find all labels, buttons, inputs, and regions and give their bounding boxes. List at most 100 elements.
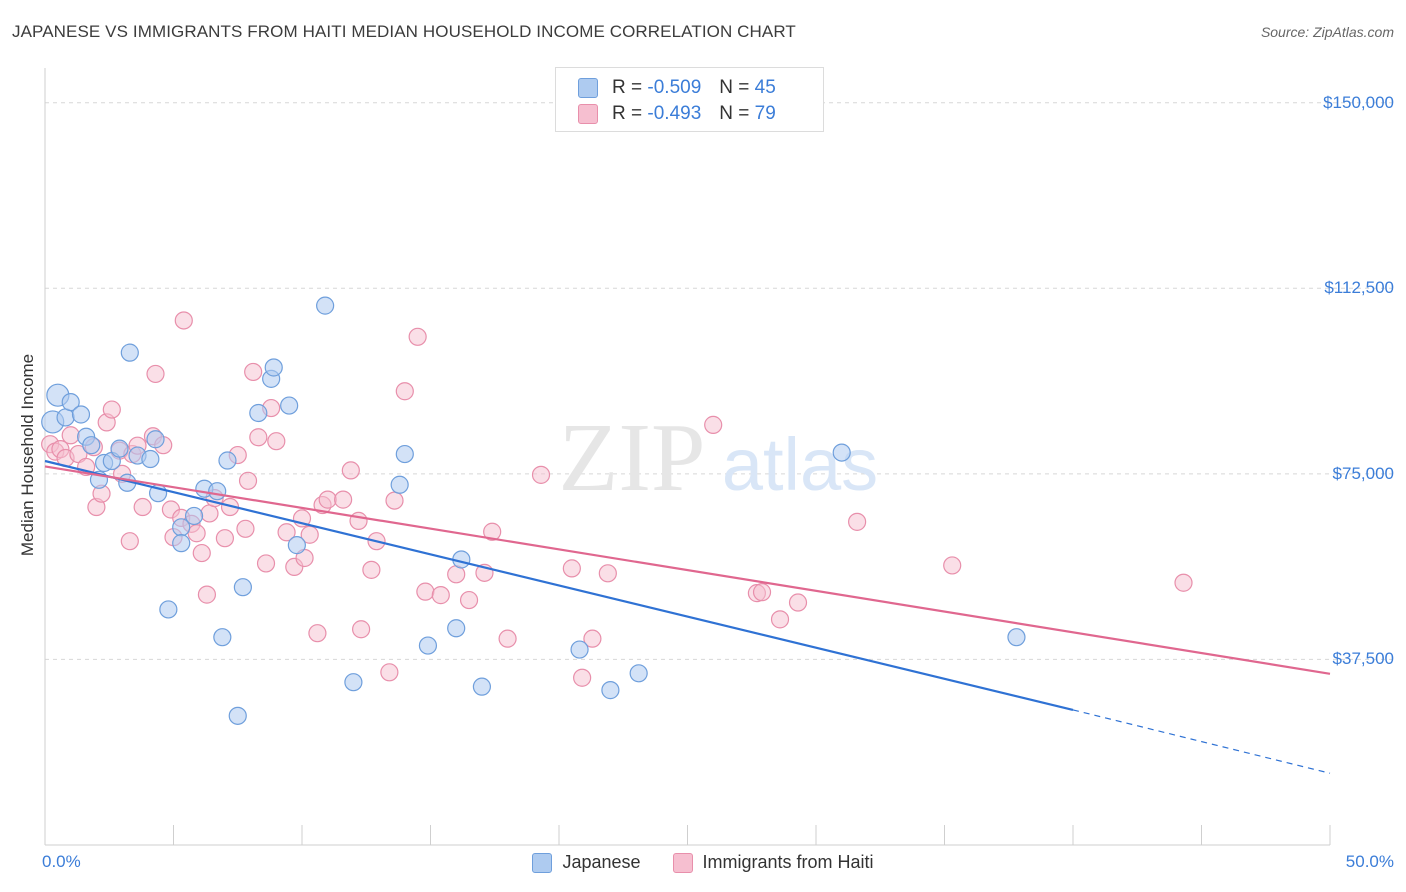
watermark-atlas: atlas <box>722 423 878 506</box>
point-haiti <box>174 311 193 330</box>
point-japanese <box>344 673 363 692</box>
point-haiti <box>61 426 80 445</box>
legend-r-label: R = <box>612 77 643 98</box>
point-haiti <box>267 432 286 451</box>
y-tick-label: $37,500 <box>1332 649 1394 669</box>
point-japanese <box>146 430 165 449</box>
point-haiti <box>102 400 121 419</box>
x-tick-min: 0.0% <box>42 852 81 871</box>
correlation-legend: R = -0.509 N = 45 R = -0.493 N = 79 <box>555 67 824 132</box>
legend-swatch-japanese <box>578 78 598 98</box>
point-japanese <box>184 506 204 526</box>
point-haiti <box>704 415 723 434</box>
point-japanese <box>71 405 91 424</box>
legend-swatch-haiti <box>578 104 598 124</box>
chart-title: JAPANESE VS IMMIGRANTS FROM HAITI MEDIAN… <box>12 22 796 41</box>
point-japanese <box>629 664 648 683</box>
legend-n-value: 45 <box>754 77 776 98</box>
point-haiti <box>385 491 404 510</box>
point-haiti <box>598 564 617 583</box>
point-haiti <box>562 559 581 578</box>
point-haiti <box>788 593 808 612</box>
series-legend: Japanese Immigrants from Haiti <box>0 852 1406 873</box>
trend-line-japanese-extension <box>1072 709 1331 774</box>
point-japanese <box>472 677 491 696</box>
legend-swatch-japanese <box>532 852 553 873</box>
point-haiti <box>352 620 371 639</box>
legend-item-japanese[interactable]: Japanese <box>532 852 641 873</box>
legend-item-haiti[interactable]: Immigrants from Haiti <box>672 852 874 873</box>
legend-n-value: 79 <box>754 103 776 124</box>
point-haiti <box>943 556 962 575</box>
point-japanese <box>390 475 409 494</box>
point-haiti <box>752 583 772 602</box>
point-haiti <box>318 490 337 509</box>
point-haiti <box>187 524 206 543</box>
point-haiti <box>362 560 381 579</box>
point-haiti <box>498 629 517 648</box>
y-tick-label: $112,500 <box>1324 278 1394 298</box>
point-haiti <box>238 471 258 490</box>
point-japanese <box>110 439 129 458</box>
point-haiti <box>395 382 414 401</box>
axes <box>44 68 1331 846</box>
point-japanese <box>1007 628 1026 647</box>
point-haiti <box>133 497 152 517</box>
point-haiti <box>531 465 551 484</box>
point-japanese <box>447 619 466 638</box>
point-haiti <box>408 327 427 346</box>
point-japanese <box>213 628 232 647</box>
point-haiti <box>848 512 867 531</box>
point-haiti <box>380 663 399 682</box>
y-tick-label: $75,000 <box>1332 463 1394 483</box>
point-japanese <box>120 343 139 362</box>
point-haiti <box>215 529 234 548</box>
point-japanese <box>61 393 80 412</box>
point-japanese <box>249 403 268 423</box>
point-japanese <box>316 296 335 315</box>
point-haiti <box>583 629 602 648</box>
watermark-zip: ZIP <box>559 404 706 512</box>
point-japanese <box>264 358 283 377</box>
point-japanese <box>280 396 299 415</box>
point-haiti <box>192 543 211 563</box>
legend-row-haiti: R = -0.493 N = 79 <box>578 103 776 125</box>
legend-r-label: R = <box>612 103 643 124</box>
point-haiti <box>200 504 219 523</box>
point-haiti <box>334 490 353 509</box>
legend-n-label: N = <box>719 77 750 98</box>
legend-label-japanese: Japanese <box>562 852 641 872</box>
point-haiti <box>197 585 217 604</box>
point-japanese <box>418 636 438 655</box>
legend-r-value: -0.509 <box>647 77 702 98</box>
point-haiti <box>146 364 165 384</box>
x-tick-max: 50.0% <box>1345 852 1394 871</box>
point-japanese <box>218 451 237 470</box>
point-japanese <box>395 444 414 464</box>
y-tick-label: $150,000 <box>1323 92 1394 112</box>
point-japanese <box>287 536 306 555</box>
point-haiti <box>277 523 296 542</box>
series-japanese-points <box>41 296 1026 725</box>
point-haiti <box>349 511 368 530</box>
point-haiti <box>236 519 255 538</box>
point-haiti <box>308 624 327 643</box>
point-haiti <box>256 554 276 573</box>
watermark: ZIP atlas <box>559 404 879 512</box>
point-japanese <box>82 436 101 455</box>
point-haiti <box>244 362 263 382</box>
legend-label-haiti: Immigrants from Haiti <box>702 852 874 872</box>
trend-line-japanese <box>44 459 1074 711</box>
point-haiti <box>249 428 268 447</box>
point-haiti <box>120 532 139 551</box>
legend-swatch-haiti <box>672 852 693 873</box>
point-japanese <box>832 443 851 462</box>
point-japanese <box>56 408 75 427</box>
point-japanese <box>141 449 160 469</box>
point-japanese <box>172 534 191 553</box>
legend-r-value: -0.493 <box>647 103 702 124</box>
point-haiti <box>341 461 360 480</box>
source-label: Source: ZipAtlas.com <box>1260 24 1394 40</box>
point-japanese <box>159 600 178 619</box>
point-haiti <box>573 668 592 687</box>
